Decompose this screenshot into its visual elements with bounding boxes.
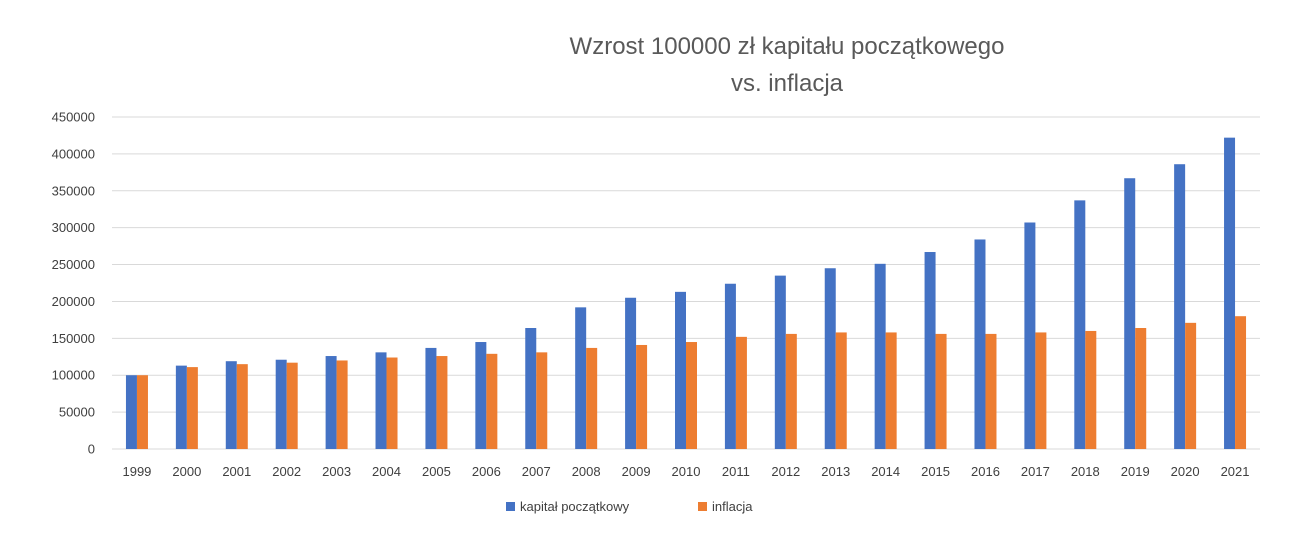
x-tick-label: 2004 [372,464,401,479]
x-tick-label: 2018 [1071,464,1100,479]
bar-inflacja-2019 [1135,328,1147,449]
x-tick-label: 2013 [821,464,850,479]
chart-title-line-2: vs. inflacja [731,70,844,97]
x-tick-label: 2000 [172,464,201,479]
bar-kapital-poczatkowy-2008 [575,307,587,449]
y-tick-label: 400000 [52,146,95,161]
x-tick-label: 1999 [122,464,151,479]
bar-inflacja-2000 [186,367,198,449]
y-tick-label: 200000 [52,294,95,309]
x-tick-label: 2009 [622,464,651,479]
legend-label-kapital-poczatkowy: kapitał początkowy [520,499,630,514]
x-tick-label: 2003 [322,464,351,479]
bar-inflacja-2014 [885,332,897,449]
y-tick-label: 100000 [52,368,95,383]
bar-inflacja-1999 [136,375,148,449]
bar-inflacja-2011 [735,336,747,449]
bar-kapital-poczatkowy-1999 [125,375,137,449]
bar-kapital-poczatkowy-2003 [325,356,337,449]
bar-inflacja-2003 [336,360,348,449]
bar-inflacja-2013 [835,332,847,449]
x-tick-label: 2012 [771,464,800,479]
bar-kapital-poczatkowy-2009 [625,297,637,449]
bar-kapital-poczatkowy-2015 [924,252,936,449]
bar-kapital-poczatkowy-2004 [375,352,387,449]
bar-inflacja-2007 [536,352,548,449]
bar-inflacja-2004 [386,357,398,449]
bar-inflacja-2015 [935,333,947,449]
bars [125,137,1247,450]
bar-kapital-poczatkowy-2016 [974,239,986,449]
bar-inflacja-2002 [286,362,298,449]
bar-kapital-poczatkowy-2018 [1074,200,1086,449]
bar-kapital-poczatkowy-2011 [724,283,736,449]
x-tick-label: 2020 [1171,464,1200,479]
bar-kapital-poczatkowy-2001 [225,361,237,449]
bar-kapital-poczatkowy-2006 [475,342,487,449]
y-tick-label: 0 [88,442,95,457]
x-tick-label: 2007 [522,464,551,479]
x-tick-label: 2014 [871,464,900,479]
x-tick-label: 2016 [971,464,1000,479]
x-axis-tick-labels: 1999 2000 2001 2002 2003 2004 2005 2006 2007 2008… [122,464,1249,479]
bar-inflacja-2018 [1085,330,1097,449]
y-tick-label: 150000 [52,331,95,346]
bar-kapital-poczatkowy-2013 [824,268,836,449]
bar-kapital-poczatkowy-2005 [425,347,437,449]
bar-inflacja-2017 [1035,332,1047,449]
y-tick-label: 300000 [52,220,95,235]
bar-kapital-poczatkowy-2000 [175,365,187,449]
x-tick-label: 2017 [1021,464,1050,479]
y-tick-label: 50000 [59,405,95,420]
bar-kapital-poczatkowy-2012 [774,275,786,449]
x-tick-label: 2008 [572,464,601,479]
x-tick-label: 2021 [1221,464,1250,479]
y-tick-label: 250000 [52,257,95,272]
x-tick-label: 2010 [672,464,701,479]
legend: kapitał początkowy inflacja [506,499,753,514]
legend-label-inflacja: inflacja [712,499,753,514]
x-tick-label: 2011 [722,464,750,479]
x-tick-label: 2002 [272,464,301,479]
bar-kapital-poczatkowy-2021 [1224,137,1236,449]
bar-kapital-poczatkowy-2020 [1174,164,1186,449]
bar-kapital-poczatkowy-2007 [525,328,537,449]
x-tick-label: 2019 [1121,464,1150,479]
y-axis-tick-labels: 0 50000 100000 150000 200000 250000 300000 3500… [52,110,95,457]
x-tick-label: 2001 [222,464,251,479]
legend-swatch-inflacja [698,502,707,511]
x-tick-label: 2005 [422,464,451,479]
bar-inflacja-2010 [686,342,697,449]
bar-inflacja-2012 [785,333,797,449]
bar-inflacja-2005 [436,356,448,449]
x-tick-label: 2006 [472,464,501,479]
bar-inflacja-2021 [1235,316,1247,449]
bar-kapital-poczatkowy-2019 [1124,178,1136,450]
bar-kapital-poczatkowy-2010 [675,291,686,449]
bar-inflacja-2016 [985,333,997,449]
bar-inflacja-2009 [636,344,648,449]
bar-inflacja-2001 [236,364,248,449]
legend-swatch-kapital-poczatkowy [506,502,515,511]
bar-inflacja-2008 [586,347,598,449]
y-tick-label: 350000 [52,183,95,198]
bar-kapital-poczatkowy-2014 [874,263,886,449]
chart-title: Wzrost 100000 zł kapitału początkowego v… [570,33,1005,97]
bar-kapital-poczatkowy-2017 [1024,222,1036,449]
bar-inflacja-2020 [1185,322,1197,449]
bar-kapital-poczatkowy-2002 [275,359,287,449]
y-tick-label: 450000 [52,110,95,125]
chart-title-line-1: Wzrost 100000 zł kapitału początkowego [570,33,1005,60]
bar-inflacja-2006 [486,353,498,449]
x-tick-label: 2015 [921,464,950,479]
